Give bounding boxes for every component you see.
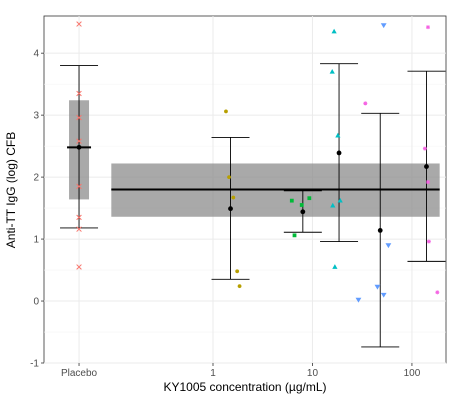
x-axis-title: KY1005 concentration (µg/mL) (163, 380, 326, 394)
data-point-3-4 (337, 197, 343, 203)
x-tick-label-0: Placebo (61, 368, 98, 379)
mean-point-4 (377, 227, 383, 233)
data-point-0-5 (76, 214, 82, 221)
data-point-0-2 (76, 114, 82, 121)
data-point-1-0 (224, 109, 228, 114)
y-tick-label-5: 4 (33, 49, 39, 60)
data-point-4-3 (385, 243, 392, 249)
data-point-1-2 (231, 195, 236, 200)
x-axis-ticks: Placebo 1 10 100 (61, 363, 421, 379)
data-point-3-2 (335, 132, 341, 138)
data-point-1-3 (235, 269, 240, 274)
mean-points (76, 144, 429, 233)
data-point-2-1 (299, 203, 304, 207)
data-point-4-0 (380, 23, 387, 29)
mean-point-3 (336, 150, 342, 156)
y-axis-ticks: -1 0 1 2 3 4 (30, 49, 44, 370)
data-point-4-4 (380, 292, 387, 298)
data-point-5-0 (425, 25, 430, 30)
data-point-4-1 (355, 297, 362, 303)
y-tick-label-0: -1 (30, 359, 39, 370)
y-axis-title: Anti-TT IgG (log) CFB (4, 132, 18, 248)
y-tick-label-3: 2 (33, 173, 39, 184)
data-point-5-5 (435, 290, 440, 295)
mean-point-5 (424, 164, 429, 169)
y-tick-label-4: 3 (33, 111, 39, 122)
data-point-0-1 (76, 90, 82, 97)
data-point-5-4 (426, 239, 431, 244)
mean-point-1 (228, 206, 233, 212)
x-tick-label-1: 1 (210, 368, 216, 379)
mean-point-2 (300, 209, 306, 215)
data-point-0-7 (76, 264, 82, 270)
data-point-3-3 (330, 202, 336, 208)
data-point-3-5 (332, 264, 338, 269)
data-point-0-0 (76, 21, 82, 27)
data-point-0-4 (76, 183, 82, 190)
data-point-4-2 (374, 284, 381, 290)
data-point-1-1 (227, 175, 231, 180)
data-point-3-0 (331, 28, 337, 34)
data-point-5-2 (422, 146, 427, 151)
mean-point-0 (76, 144, 82, 150)
data-point-5-1 (363, 101, 368, 106)
data-point-5-3 (425, 180, 430, 185)
y-tick-label-2: 1 (33, 235, 39, 246)
data-point-3-1 (329, 68, 335, 74)
data-point-0-6 (76, 226, 82, 232)
y-tick-label-1: 0 (33, 297, 39, 308)
data-point-2-3 (292, 233, 297, 238)
data-points (76, 21, 440, 303)
reference-band (111, 163, 440, 217)
x-tick-label-2: 10 (307, 368, 319, 379)
data-point-2-2 (307, 196, 312, 201)
data-point-1-4 (237, 284, 242, 289)
data-point-2-0 (289, 198, 294, 203)
x-tick-label-3: 100 (404, 368, 421, 379)
data-point-0-3 (76, 138, 82, 144)
